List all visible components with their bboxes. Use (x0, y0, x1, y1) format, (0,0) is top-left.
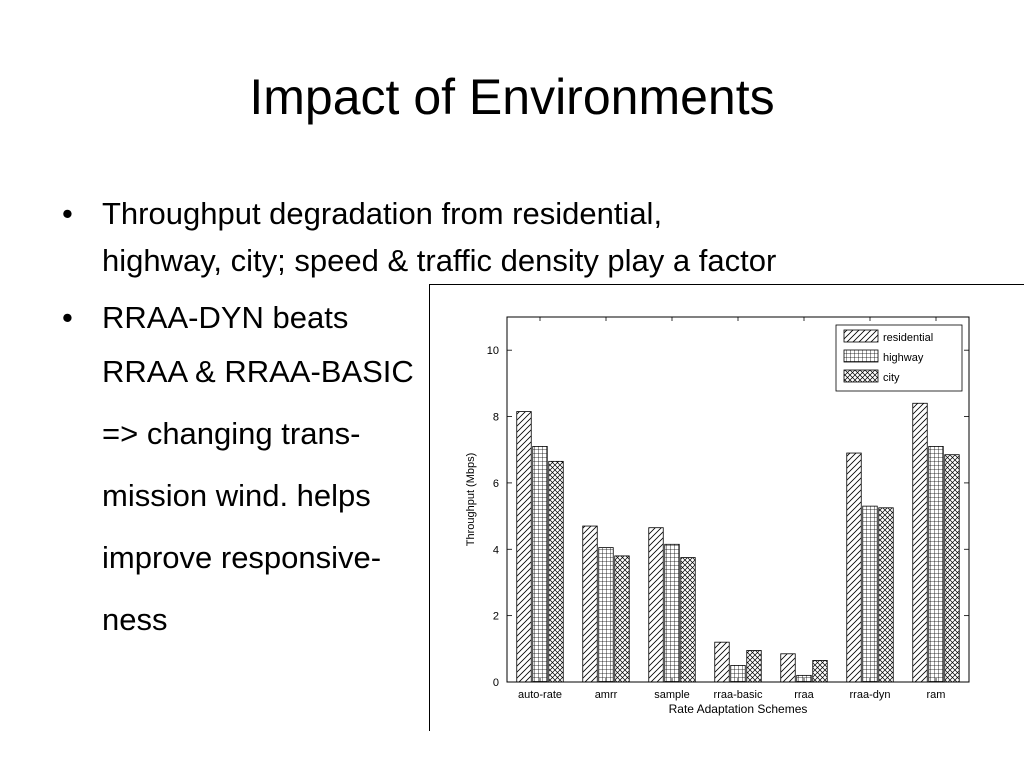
bullet-item: • Throughput degradation from residentia… (62, 190, 982, 284)
x-tick-label: amrr (595, 689, 618, 701)
bullet-item: • RRAA-DYN beats (62, 294, 982, 341)
bar-residential-sample (648, 527, 664, 683)
bullet-line: RRAA-DYN beats (102, 300, 349, 335)
x-tick-label: ram (927, 689, 946, 701)
bullet-line: highway, city; speed & traffic density p… (102, 243, 777, 278)
bar-highway-ram (928, 446, 944, 683)
bullet-continuation: ness (102, 602, 168, 637)
legend-label-residential: residential (883, 332, 933, 344)
bullet-continuation: mission wind. helps (102, 478, 371, 513)
bar-city-amrr (614, 555, 630, 683)
bullet-continuation: RRAA & RRAA-BASIC (102, 354, 414, 389)
bar-residential-rraa (780, 653, 796, 683)
bar-city-rraa (812, 660, 828, 683)
y-tick-label: 0 (493, 677, 499, 689)
legend-swatch-highway (843, 349, 879, 363)
bullet-list: • Throughput degradation from residentia… (62, 190, 982, 651)
x-tick-label: rraa-dyn (850, 689, 891, 701)
y-axis-label: Throughput (Mbps) (465, 453, 477, 547)
bar-city-rraa-dyn (878, 507, 894, 683)
legend-swatch-city (843, 369, 879, 383)
bullet-continuation: => changing trans- (102, 416, 361, 451)
bar-highway-sample (664, 543, 680, 683)
bar-city-ram (944, 454, 960, 683)
bar-city-sample (680, 557, 696, 683)
y-tick-label: 8 (493, 412, 499, 424)
bar-city-auto-rate (548, 460, 564, 683)
bar-residential-auto-rate (516, 411, 532, 683)
bullet-glyph: • (62, 300, 73, 335)
chart-figure: auto-rate amrr sample rraa-basic rraa rraa-dy… (429, 284, 1024, 731)
bullet-continuation: improve responsive- (102, 540, 382, 575)
bar-residential-rraa-basic (714, 641, 730, 683)
bar-chart: auto-rate amrr sample rraa-basic rraa rraa-dy… (465, 316, 970, 716)
bar-city-rraa-basic (746, 650, 762, 683)
slide-title: Impact of Environments (249, 69, 775, 125)
bar-highway-rraa-dyn (862, 505, 878, 683)
x-tick-label: sample (654, 689, 689, 701)
x-tick-label: rraa-basic (714, 689, 763, 701)
x-tick-label: auto-rate (518, 689, 562, 701)
legend-label-highway: highway (883, 352, 924, 364)
y-tick-label: 2 (493, 611, 499, 623)
bar-residential-rraa-dyn (846, 452, 862, 683)
bar-highway-amrr (598, 547, 614, 683)
y-tick-label: 4 (493, 544, 499, 556)
y-tick-label: 6 (493, 478, 499, 490)
bullet-line: Throughput degradation from residential, (102, 196, 663, 231)
bar-residential-ram (912, 402, 928, 683)
legend-label-city: city (883, 372, 900, 384)
y-tick-label: 10 (487, 345, 499, 357)
legend-swatch-residential (843, 329, 879, 343)
x-tick-label: rraa (794, 689, 814, 701)
bullet-glyph: • (62, 196, 73, 231)
bar-highway-auto-rate (532, 446, 548, 683)
x-axis-label: Rate Adaptation Schemes (669, 702, 808, 716)
bar-residential-amrr (582, 525, 598, 683)
